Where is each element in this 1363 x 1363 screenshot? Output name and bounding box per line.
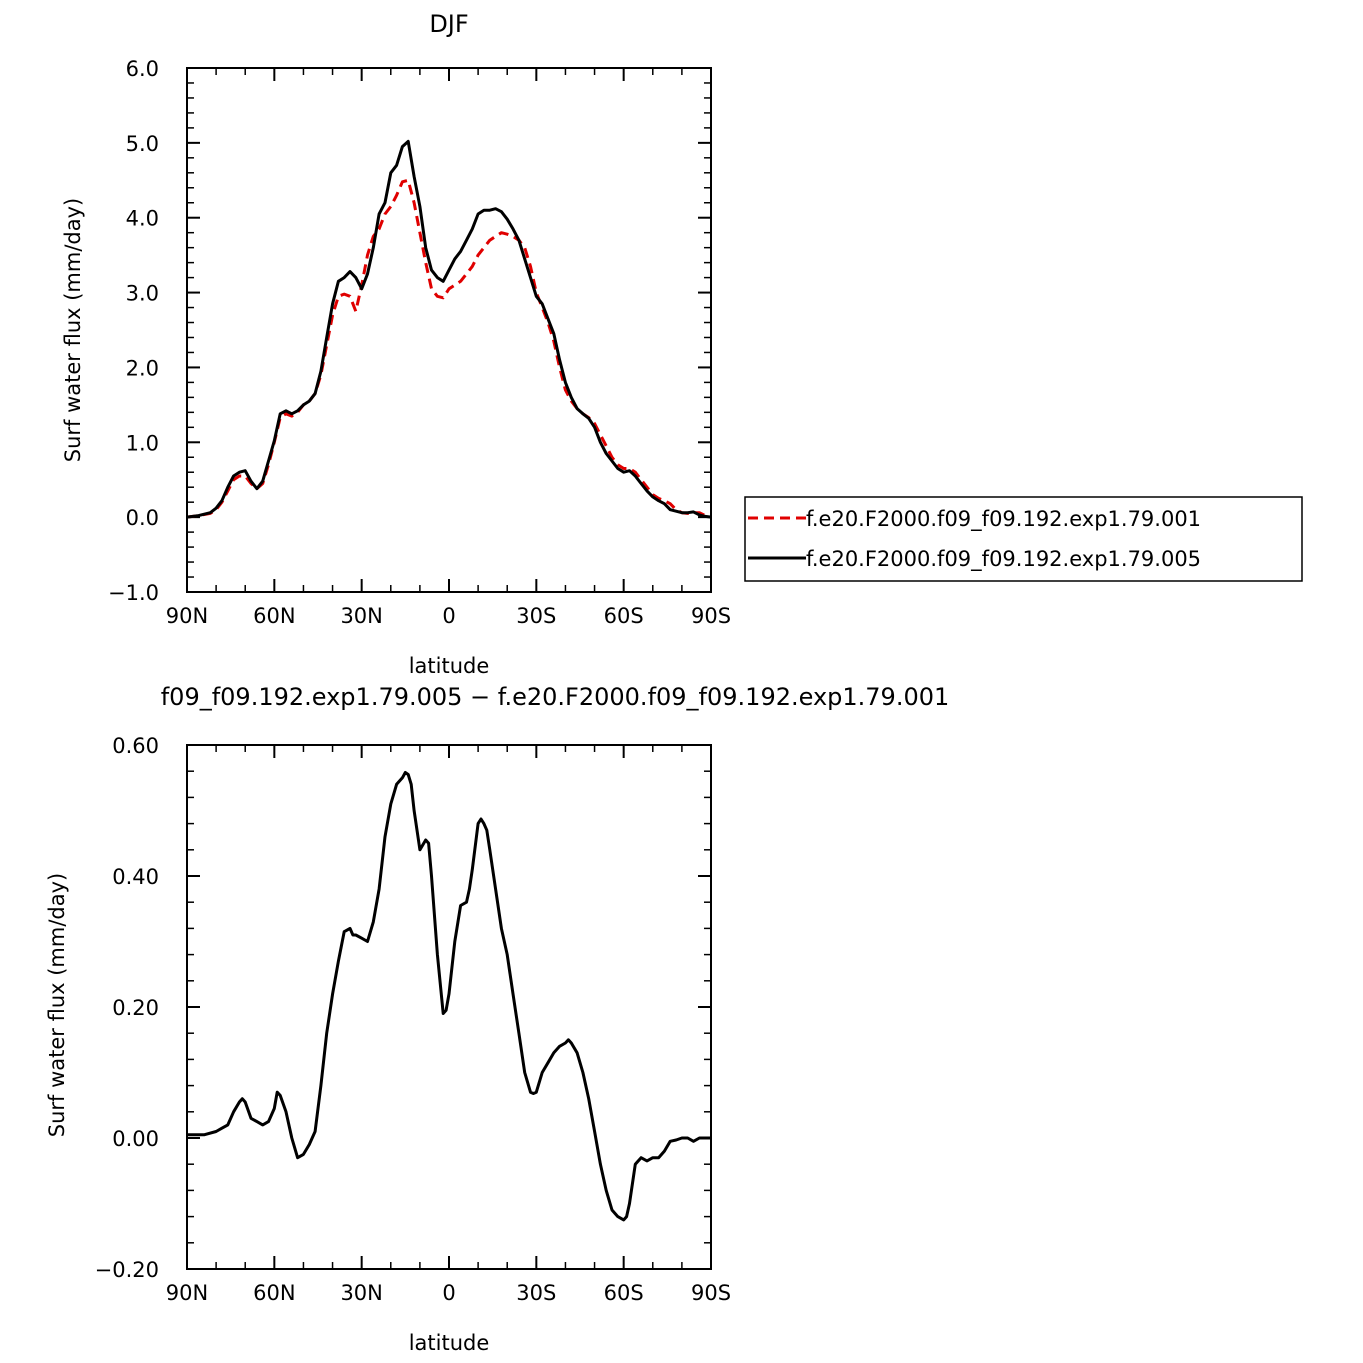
top-series-line-1 xyxy=(186,178,712,519)
top-x-tick-label: 90N xyxy=(166,604,208,628)
bottom-y-tick-label: 0.40 xyxy=(112,865,159,889)
top-chart-title: DJF xyxy=(429,10,468,38)
bottom-y-tick-label: 0.20 xyxy=(112,996,159,1020)
bottom-y-tick-label: 0.60 xyxy=(112,734,159,758)
top-x-tick-label: 60S xyxy=(604,604,644,628)
bottom-y-tick-label: −0.20 xyxy=(95,1258,159,1282)
top-series-line-2 xyxy=(186,139,712,519)
bottom-x-tick-label: 90S xyxy=(691,1281,731,1305)
top-y-tick-label: 3.0 xyxy=(126,282,159,306)
top-y-tick-label: 6.0 xyxy=(126,57,159,81)
bottom-y-axis-label: Surf water flux (mm/day) xyxy=(45,873,69,1138)
bottom-chart-panel: f09_f09.192.exp1.79.005 − f.e20.F2000.f0… xyxy=(45,683,949,1355)
legend-label-series-1: f.e20.F2000.f09_f09.192.exp1.79.001 xyxy=(806,507,1201,532)
top-y-axis-label: Surf water flux (mm/day) xyxy=(61,198,85,463)
bottom-x-axis-label: latitude xyxy=(409,1331,490,1355)
top-x-tick-label: 90S xyxy=(691,604,731,628)
bottom-x-tick-label: 0 xyxy=(442,1281,455,1305)
bottom-chart-series xyxy=(187,771,711,1222)
top-x-tick-label: 30S xyxy=(516,604,556,628)
top-x-tick-label: 0 xyxy=(442,604,455,628)
bottom-x-tick-label: 30N xyxy=(340,1281,382,1305)
top-chart-panel: DJF 90N 60N 30N 0 30S 60S 90S −1.0 0.0 1.0 2.0 3.0 4… xyxy=(61,10,731,678)
bottom-x-tick-label: 60S xyxy=(604,1281,644,1305)
top-chart-series xyxy=(186,139,712,519)
top-chart-legend: f.e20.F2000.f09_f09.192.exp1.79.001 f.e2… xyxy=(744,496,1303,582)
top-y-tick-label: 1.0 xyxy=(126,431,159,455)
top-y-tick-label: 0.0 xyxy=(126,506,159,530)
legend-box xyxy=(744,496,1303,582)
bottom-x-tick-label: 30S xyxy=(516,1281,556,1305)
top-y-tick-label: −1.0 xyxy=(108,581,159,605)
top-chart-ticks: 90N 60N 30N 0 30S 60S 90S −1.0 0.0 1.0 2.0 3.0 4.0 5.… xyxy=(108,57,731,628)
bottom-chart-title: f09_f09.192.exp1.79.005 − f.e20.F2000.f0… xyxy=(161,683,950,711)
bottom-x-tick-label: 90N xyxy=(166,1281,208,1305)
top-y-tick-label: 2.0 xyxy=(126,356,159,380)
bottom-chart-ticks: 90N 60N 30N 0 30S 60S 90S −0.20 0.00 0.20 0.40 0.60 xyxy=(95,734,731,1305)
top-x-tick-label: 30N xyxy=(340,604,382,628)
top-y-tick-label: 5.0 xyxy=(126,132,159,156)
top-x-tick-label: 60N xyxy=(253,604,295,628)
bottom-chart-frame xyxy=(186,744,712,1270)
top-y-tick-label: 4.0 xyxy=(126,207,159,231)
bottom-x-tick-label: 60N xyxy=(253,1281,295,1305)
bottom-y-tick-label: 0.00 xyxy=(112,1127,159,1151)
top-chart-frame xyxy=(186,67,712,593)
bottom-series-line-1 xyxy=(187,771,711,1222)
legend-label-series-2: f.e20.F2000.f09_f09.192.exp1.79.005 xyxy=(806,547,1201,572)
top-x-axis-label: latitude xyxy=(409,654,490,678)
